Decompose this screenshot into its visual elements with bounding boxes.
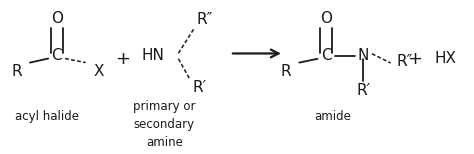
Text: N: N [358,49,369,63]
Text: C: C [321,49,331,63]
Text: R′: R′ [356,83,371,98]
Text: HN: HN [142,49,164,63]
Text: HX: HX [435,51,456,66]
Text: R: R [11,64,22,79]
Text: R″: R″ [197,12,213,27]
Text: C: C [51,49,62,63]
Text: O: O [320,11,332,26]
Text: +: + [115,50,130,68]
Text: R″: R″ [397,54,413,69]
Text: R: R [281,64,292,79]
Text: +: + [408,50,422,68]
Text: acyl halide: acyl halide [15,110,79,123]
Text: R′: R′ [192,80,207,95]
Text: X: X [93,64,104,79]
Text: primary or
secondary
amine: primary or secondary amine [133,100,196,149]
Text: O: O [51,11,63,26]
Text: amide: amide [315,110,351,123]
